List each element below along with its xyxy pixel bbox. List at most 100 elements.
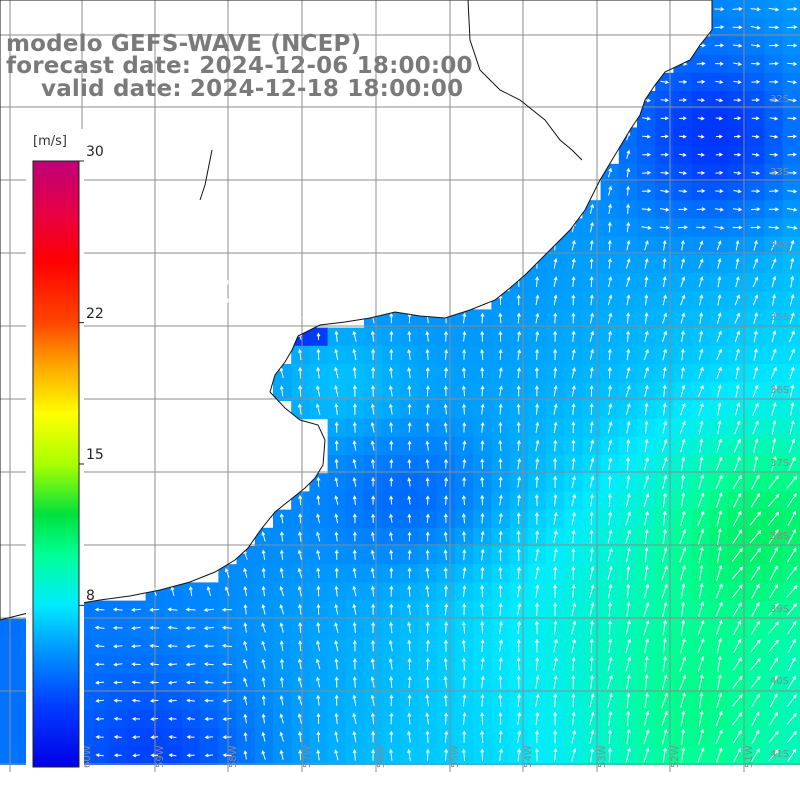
wind-arrow <box>167 625 178 630</box>
wind-arrow <box>660 134 669 139</box>
wind-arrow <box>679 420 686 434</box>
wind-arrow <box>498 602 503 616</box>
longitude-label: 55W <box>450 745 461 768</box>
wind-arrow <box>462 312 467 324</box>
wind-arrow <box>297 549 302 560</box>
wind-arrow <box>716 673 722 691</box>
wind-arrow <box>280 314 284 322</box>
wind-arrow <box>407 603 411 615</box>
wind-arrow <box>243 640 248 651</box>
wind-arrow <box>222 753 232 758</box>
wind-arrow <box>769 61 779 66</box>
wind-arrow <box>298 314 303 322</box>
wind-vectors <box>94 7 798 763</box>
wind-arrow <box>425 330 430 342</box>
wind-arrow <box>625 385 631 397</box>
wind-arrow <box>679 564 686 581</box>
wind-arrow <box>553 457 558 470</box>
wind-arrow <box>770 366 777 379</box>
wind-arrow <box>389 458 394 469</box>
wind-arrow <box>733 171 742 175</box>
wind-arrow <box>425 567 430 579</box>
wind-arrow <box>334 676 339 688</box>
wind-arrow <box>553 366 558 379</box>
wind-arrow <box>788 438 796 453</box>
wind-arrow <box>480 330 485 342</box>
wind-arrow <box>607 565 613 581</box>
wind-arrow <box>789 420 795 435</box>
wind-arrow <box>279 749 284 761</box>
wind-arrow <box>132 753 140 758</box>
wind-arrow <box>626 239 631 251</box>
wind-arrow <box>553 258 558 269</box>
wind-arrow <box>389 477 394 487</box>
wind-arrow <box>770 240 777 251</box>
wind-arrow <box>443 549 448 561</box>
wind-arrow <box>203 644 214 649</box>
wind-arrow <box>787 656 796 671</box>
wind-arrow <box>787 98 797 103</box>
wind-arrow <box>297 676 303 688</box>
wind-arrow <box>279 585 284 597</box>
wind-arrow <box>131 680 141 685</box>
wind-arrow <box>131 626 141 631</box>
wind-arrow <box>279 567 284 579</box>
wind-arrow <box>697 116 705 121</box>
wind-arrow <box>334 621 339 633</box>
wind-arrow <box>753 455 759 472</box>
wind-arrow <box>731 547 743 562</box>
wind-arrow <box>643 492 650 508</box>
wind-arrow <box>371 384 375 397</box>
wind-arrow <box>717 655 722 672</box>
wind-arrow <box>734 420 741 435</box>
wind-arrow <box>786 584 798 598</box>
wind-arrow <box>589 729 595 744</box>
wind-arrow <box>589 529 594 544</box>
wind-arrow <box>261 314 266 322</box>
wind-arrow <box>787 675 796 689</box>
wind-arrow <box>571 457 576 470</box>
wind-arrow <box>407 330 412 342</box>
wind-arrow <box>732 657 742 671</box>
wind-arrow <box>334 495 339 505</box>
wind-arrow <box>716 564 723 581</box>
wind-arrow <box>626 474 631 489</box>
latitude-label: 33S <box>770 167 789 178</box>
colorbar <box>26 129 84 775</box>
wind-arrow <box>644 312 649 324</box>
wind-arrow <box>462 730 467 743</box>
wind-arrow <box>298 621 303 633</box>
wind-arrow <box>297 567 303 579</box>
wind-arrow <box>389 676 394 688</box>
wind-arrow <box>641 189 652 194</box>
wind-arrow <box>788 456 796 472</box>
wind-arrow <box>625 656 632 672</box>
wind-arrow <box>717 275 722 288</box>
wind-arrow <box>643 710 650 727</box>
wind-arrow <box>334 585 339 597</box>
wind-arrow <box>662 601 668 618</box>
wind-arrow <box>661 692 668 708</box>
wind-arrow <box>534 493 539 507</box>
wind-arrow <box>553 565 558 580</box>
wind-arrow <box>352 531 357 542</box>
wind-arrow <box>407 694 412 707</box>
wind-arrow <box>149 662 159 667</box>
wind-arrow <box>352 730 357 743</box>
wind-arrow <box>221 662 233 667</box>
wind-arrow <box>787 189 798 194</box>
wind-arrow <box>553 620 558 635</box>
wind-arrow <box>678 207 688 212</box>
wind-arrow <box>752 276 759 288</box>
wind-arrow <box>95 698 104 703</box>
wind-arrow <box>607 656 613 672</box>
wind-arrow <box>589 366 594 379</box>
wind-arrow <box>662 257 667 269</box>
wind-arrow <box>787 152 797 157</box>
wind-arrow <box>733 134 742 139</box>
wind-arrow <box>553 348 558 360</box>
land-polygon <box>0 0 712 620</box>
wind-arrow <box>94 643 105 648</box>
wind-arrow <box>733 80 742 84</box>
wind-arrow <box>607 729 612 745</box>
